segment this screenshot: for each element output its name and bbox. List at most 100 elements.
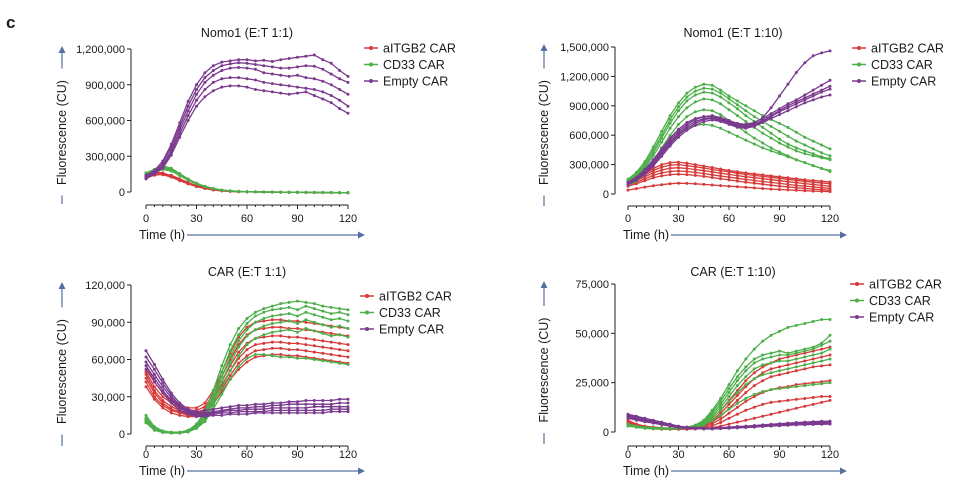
data-point <box>338 317 342 320</box>
data-point <box>803 384 807 388</box>
y-tick-label: 90,000 <box>91 317 125 329</box>
data-point <box>346 343 350 347</box>
data-point <box>752 425 756 429</box>
data-point <box>685 181 689 185</box>
data-point <box>220 386 224 390</box>
data-point <box>329 340 333 344</box>
data-point <box>828 49 832 53</box>
data-point <box>769 400 773 404</box>
data-point <box>245 66 249 70</box>
data-point <box>262 89 266 93</box>
data-point <box>719 120 723 123</box>
data-point <box>161 173 165 177</box>
data-point <box>220 411 224 415</box>
data-point <box>161 385 165 389</box>
data-point <box>828 363 832 367</box>
data-point <box>279 91 283 95</box>
data-point <box>744 379 748 383</box>
data-point <box>329 399 333 402</box>
data-point <box>660 423 664 427</box>
data-point <box>161 406 165 410</box>
data-point <box>769 333 773 337</box>
data-point <box>262 405 266 409</box>
data-point <box>338 324 342 328</box>
data-point <box>338 307 342 311</box>
data-point <box>803 187 807 190</box>
data-point <box>262 80 266 84</box>
x-tick-label: 60 <box>241 213 253 225</box>
data-point <box>237 190 241 193</box>
chart-2: Nomo1 (E:T 1:10) 0 300,000 600,000 900,000 1,… <box>537 26 944 242</box>
data-point <box>245 85 249 89</box>
data-point <box>346 355 350 359</box>
data-point <box>253 320 257 324</box>
data-point <box>262 324 266 328</box>
data-point <box>270 325 274 329</box>
data-point <box>304 356 308 360</box>
data-point <box>152 172 156 176</box>
data-point <box>778 369 781 373</box>
data-point <box>329 360 333 364</box>
y-tick-label: 900,000 <box>569 101 609 113</box>
data-point <box>651 164 655 168</box>
data-point <box>735 107 739 111</box>
data-point <box>719 95 723 99</box>
y-tick-label: 0 <box>603 189 609 201</box>
data-point <box>744 126 748 130</box>
data-point <box>719 405 723 409</box>
data-point <box>253 343 257 347</box>
data-point <box>794 139 798 143</box>
data-point <box>735 134 739 138</box>
data-point <box>820 83 824 87</box>
data-point <box>778 113 781 117</box>
data-point <box>811 180 815 184</box>
data-point <box>752 115 756 119</box>
x-tick-label: 0 <box>143 449 149 461</box>
data-point <box>152 363 156 366</box>
data-point <box>735 426 739 430</box>
legend-swatch-marker <box>855 298 859 303</box>
data-point <box>253 314 257 318</box>
data-point <box>211 69 215 72</box>
data-point <box>228 349 232 353</box>
data-point <box>727 108 731 112</box>
data-point <box>161 381 165 385</box>
data-point <box>668 133 672 137</box>
data-point <box>228 189 232 193</box>
data-point <box>752 405 756 409</box>
data-point <box>794 406 798 410</box>
data-point <box>803 182 807 186</box>
data-point <box>186 114 190 118</box>
data-point <box>752 384 756 388</box>
data-point <box>253 349 257 353</box>
data-point <box>828 154 832 158</box>
legend-swatch-marker <box>369 79 373 83</box>
data-point <box>693 170 697 174</box>
data-point <box>178 431 182 435</box>
data-point <box>312 411 316 415</box>
data-point <box>279 408 283 412</box>
data-point <box>778 365 781 369</box>
data-point <box>710 109 714 113</box>
data-point <box>811 147 815 151</box>
data-point <box>769 149 773 153</box>
data-point <box>769 131 773 135</box>
data-point <box>719 177 723 181</box>
data-point <box>727 172 731 176</box>
data-point <box>761 353 765 357</box>
data-point <box>203 76 207 80</box>
data-point <box>744 180 748 184</box>
data-point <box>778 399 781 403</box>
data-point <box>727 407 731 411</box>
data-point <box>769 175 773 179</box>
data-point <box>338 107 342 111</box>
data-point <box>329 410 333 414</box>
data-point <box>693 110 697 114</box>
data-point <box>329 83 333 87</box>
data-point <box>237 58 241 62</box>
x-axis-label: Time (h) <box>139 464 185 478</box>
data-point <box>211 80 215 84</box>
legend-label: Empty CAR <box>379 323 444 337</box>
data-point <box>778 152 781 156</box>
data-point <box>262 71 266 75</box>
